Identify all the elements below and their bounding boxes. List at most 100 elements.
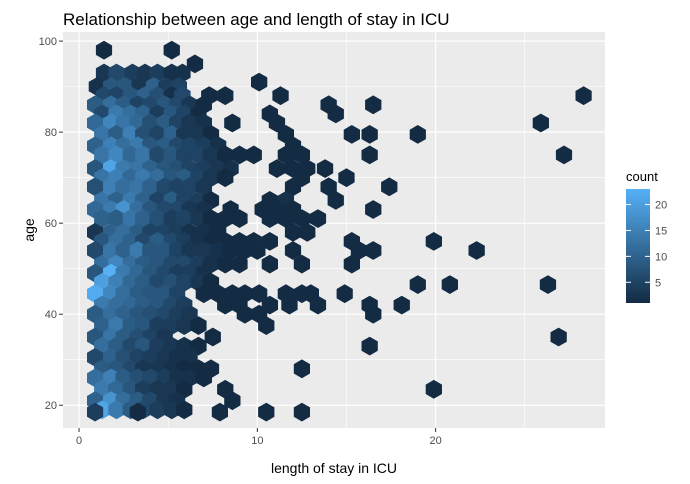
y-tick-label: 40: [45, 309, 57, 321]
hexbin: [284, 241, 302, 260]
hexbin: [224, 113, 241, 133]
hexbin: [338, 168, 355, 188]
hexbin: [409, 275, 426, 294]
legend-title: count: [626, 169, 658, 184]
hexbin: [124, 63, 141, 83]
hexbin: [293, 402, 310, 422]
hexbin: [122, 209, 139, 228]
hexbin: [95, 63, 113, 83]
hexbin: [190, 145, 207, 165]
hexbin: [236, 241, 253, 260]
hexbin: [320, 177, 337, 197]
hexbin: [176, 316, 193, 335]
hexbin: [217, 295, 234, 315]
hexbin: [103, 241, 120, 260]
x-tick-label: 0: [76, 435, 82, 447]
hexbin: [425, 232, 442, 251]
hexbin: [261, 254, 278, 274]
hexbin: [343, 125, 360, 144]
hexbin: [217, 254, 234, 274]
hexbin: [149, 400, 166, 420]
hexbin: [204, 327, 221, 347]
y-tick-label: 80: [45, 127, 57, 139]
hexbin: [284, 177, 302, 197]
hexbin: [468, 241, 485, 260]
hexbin: [115, 241, 132, 260]
hexbin: [176, 400, 193, 420]
hexbin: [261, 209, 278, 228]
x-tick-label: 10: [251, 435, 263, 447]
hexbin: [115, 177, 132, 197]
hexbin: [169, 177, 186, 197]
hexbin: [202, 209, 220, 228]
hexbin: [293, 209, 310, 228]
hexbin: [135, 209, 152, 228]
hexbin: [163, 40, 180, 60]
hexbin: [163, 145, 180, 165]
hexbin: [309, 209, 327, 228]
hexbin: [393, 295, 410, 315]
hexbin: [293, 359, 310, 379]
hexbin: [361, 125, 378, 144]
hexbin: [156, 241, 173, 260]
hexbin: [181, 177, 198, 197]
hexbin: [231, 209, 248, 228]
hexbin: [343, 254, 360, 274]
x-tick-label: 20: [430, 435, 442, 447]
hexbin: [195, 368, 212, 388]
legend-colorbar: [626, 189, 650, 303]
hexbin: [108, 209, 125, 228]
hexbin: [284, 222, 302, 242]
hexbin: [231, 254, 248, 274]
legend-tick-label: 10: [655, 251, 667, 263]
hexbin: [195, 241, 212, 260]
hexbin: [217, 145, 234, 165]
hexbin: [129, 402, 146, 422]
hexbin: [365, 200, 382, 219]
hexbin: [550, 327, 567, 347]
hexbin: [87, 241, 104, 260]
y-tick-label: 20: [45, 400, 57, 412]
hexbin: [190, 209, 207, 228]
hexbin: [217, 168, 234, 188]
hexbin: [129, 177, 146, 197]
hexbin: [231, 145, 248, 165]
hexbin: [222, 241, 239, 260]
hexbin: [441, 275, 458, 294]
hexbin: [224, 391, 241, 411]
hexbin: [236, 304, 253, 324]
hexbin: [211, 402, 228, 422]
hexbin: [327, 191, 344, 210]
hexbin: [336, 284, 353, 304]
hexbin: [136, 63, 154, 83]
y-tick-label: 60: [45, 218, 57, 230]
hexbin: [258, 402, 275, 422]
hexbin: [94, 209, 111, 228]
x-axis: 0 10 20: [76, 428, 442, 447]
hexbin: [350, 241, 368, 260]
y-axis: 20 40 60 80 100: [39, 36, 63, 412]
hexbin: [251, 72, 268, 92]
legend: count 5 10 15 20: [626, 169, 667, 303]
hexbin: [381, 177, 398, 197]
hexbin-layer: [87, 40, 592, 422]
hexbin: [202, 145, 220, 165]
legend-tick-label: 20: [655, 200, 667, 212]
hexbin: [299, 222, 316, 242]
hexbin: [245, 145, 262, 165]
hexbin: [142, 241, 159, 260]
hexbin: [327, 104, 344, 124]
hexbin: [95, 40, 113, 60]
hexbin: [186, 54, 204, 74]
hexbin: [149, 209, 166, 228]
hexbin: [122, 145, 139, 165]
hexbin: [169, 241, 186, 260]
hexbin: [142, 177, 159, 197]
y-axis-title: age: [21, 218, 37, 242]
hexbin: [365, 95, 382, 115]
hexbin: [87, 402, 104, 422]
hexbin: [309, 295, 327, 315]
hexbin: [293, 145, 310, 165]
hexbin: [555, 145, 573, 165]
